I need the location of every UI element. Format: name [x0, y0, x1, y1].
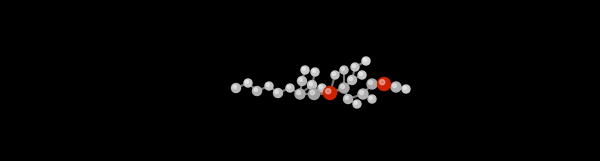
Circle shape [311, 68, 319, 76]
Circle shape [274, 89, 283, 98]
Circle shape [377, 77, 391, 90]
Circle shape [367, 79, 377, 89]
Circle shape [253, 86, 262, 95]
Circle shape [309, 82, 313, 85]
Circle shape [254, 88, 257, 92]
Circle shape [358, 71, 366, 79]
Circle shape [362, 57, 370, 65]
Circle shape [347, 76, 356, 85]
Circle shape [301, 66, 309, 74]
Circle shape [302, 67, 305, 71]
Circle shape [391, 82, 401, 92]
Circle shape [287, 85, 290, 89]
Circle shape [380, 80, 385, 85]
Circle shape [358, 89, 368, 99]
Circle shape [368, 81, 373, 85]
Circle shape [354, 101, 358, 104]
Circle shape [232, 84, 241, 93]
Circle shape [341, 85, 344, 89]
Circle shape [403, 86, 406, 90]
Circle shape [363, 58, 367, 62]
Circle shape [266, 83, 269, 86]
Circle shape [296, 91, 301, 95]
Circle shape [275, 90, 278, 94]
Circle shape [331, 71, 339, 79]
Circle shape [299, 78, 302, 81]
Circle shape [308, 80, 317, 90]
Circle shape [233, 85, 236, 89]
Circle shape [339, 83, 349, 93]
Circle shape [245, 80, 248, 84]
Circle shape [369, 96, 373, 99]
Circle shape [312, 69, 316, 72]
Circle shape [319, 85, 322, 89]
Circle shape [359, 91, 364, 95]
Circle shape [351, 63, 359, 71]
Circle shape [352, 64, 355, 67]
Circle shape [392, 84, 397, 88]
Circle shape [341, 67, 344, 71]
Circle shape [343, 95, 353, 104]
Circle shape [402, 85, 410, 93]
Circle shape [244, 79, 252, 87]
Circle shape [318, 84, 326, 92]
Circle shape [323, 86, 337, 99]
Circle shape [265, 82, 273, 90]
Circle shape [345, 96, 349, 99]
Circle shape [326, 89, 331, 94]
Circle shape [368, 95, 376, 103]
Circle shape [286, 84, 294, 92]
Circle shape [340, 66, 348, 74]
Circle shape [349, 77, 353, 80]
Circle shape [359, 72, 362, 76]
Circle shape [295, 89, 305, 99]
Circle shape [332, 72, 335, 76]
Circle shape [353, 100, 361, 108]
Circle shape [298, 76, 307, 85]
Circle shape [310, 90, 314, 95]
Circle shape [308, 89, 320, 99]
